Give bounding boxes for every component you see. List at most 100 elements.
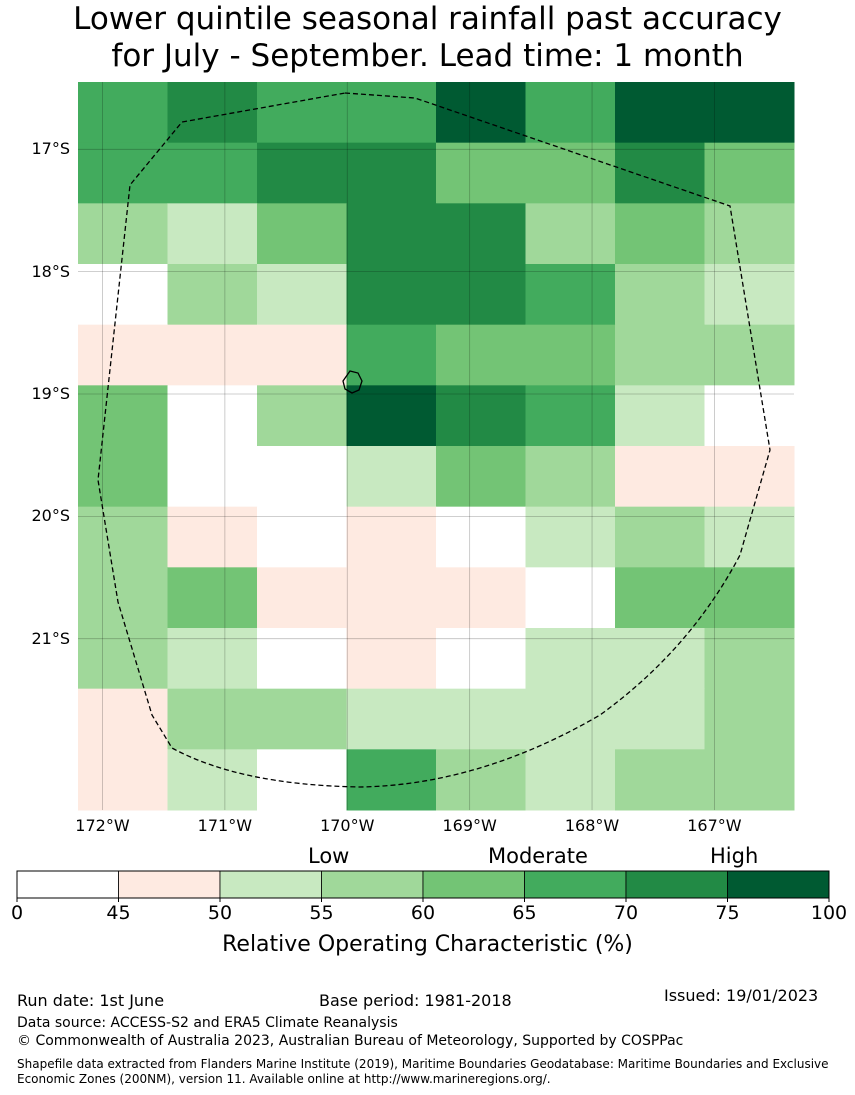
map-cell xyxy=(257,688,347,750)
map-cell xyxy=(346,749,437,811)
colorbar-tick-label: 70 xyxy=(613,902,639,924)
base-period: Base period: 1981-2018 xyxy=(319,991,512,1010)
map-cell xyxy=(257,203,347,265)
map-cell xyxy=(346,203,437,265)
map-cell xyxy=(704,567,795,629)
colorbar-swatch xyxy=(422,870,525,899)
map-cell xyxy=(436,82,526,144)
map-cell xyxy=(704,506,795,568)
map-cell xyxy=(704,142,795,204)
map-cell xyxy=(436,567,526,629)
map-cell xyxy=(436,324,526,386)
map-cell xyxy=(78,142,168,204)
map-cell xyxy=(78,264,168,326)
map-title-line1: Lower quintile seasonal rainfall past ac… xyxy=(73,1,782,37)
map-cell xyxy=(346,264,437,326)
map-cell xyxy=(167,567,258,629)
map-cell xyxy=(167,142,258,204)
map-cell xyxy=(346,506,437,568)
map-cell xyxy=(436,142,526,204)
latitude-label: 21°S xyxy=(31,628,70,648)
map-cell xyxy=(346,324,437,386)
map-cell xyxy=(346,82,437,144)
map-cell xyxy=(704,385,795,447)
colorbar-swatch xyxy=(321,870,424,899)
map-cell xyxy=(615,203,705,265)
map-cell xyxy=(704,446,795,508)
map-cell xyxy=(78,446,168,508)
map-cell xyxy=(167,506,258,568)
map-cell xyxy=(436,749,526,811)
map-cell xyxy=(615,142,705,204)
map-cell xyxy=(615,324,705,386)
map-cell xyxy=(257,264,347,326)
latitude-label: 19°S xyxy=(31,384,70,403)
colorbar-tick-label: 60 xyxy=(410,902,436,924)
longitude-label: 172°W xyxy=(75,816,130,835)
map-cell xyxy=(615,264,705,326)
map-cell xyxy=(346,142,437,204)
map-cell xyxy=(167,385,258,447)
map-cell xyxy=(257,567,347,629)
colorbar-swatch xyxy=(524,870,627,899)
map-cell xyxy=(78,749,168,811)
map-cell xyxy=(525,385,616,447)
map-cell xyxy=(346,385,437,447)
copyright: © Commonwealth of Australia 2023, Austra… xyxy=(17,1033,684,1049)
map-cell xyxy=(615,749,705,811)
colorbar-tick-label: 45 xyxy=(106,902,131,924)
map-cell xyxy=(704,203,795,265)
latitude-label: 20°S xyxy=(31,506,70,526)
map-cell xyxy=(436,385,526,447)
map-cell xyxy=(704,324,795,386)
map-cell xyxy=(436,688,526,750)
shapefile-credit: Shapefile data extracted from Flanders M… xyxy=(17,1057,829,1086)
map-cell xyxy=(704,749,795,811)
map-cell xyxy=(257,142,347,204)
map-cell xyxy=(78,628,168,690)
niue-island-outline xyxy=(342,370,363,394)
map-cell xyxy=(436,203,526,265)
eez-boundary xyxy=(97,92,771,788)
map-cell xyxy=(525,688,616,750)
map-cell xyxy=(257,749,347,811)
latitude-label: 17°S xyxy=(31,139,70,159)
map-cell xyxy=(704,82,795,144)
longitude-label: 168°W xyxy=(564,816,620,835)
map-cell xyxy=(704,264,795,326)
map-cell xyxy=(167,324,258,386)
category-high-label: High xyxy=(710,844,759,868)
map-cell xyxy=(257,385,347,447)
map-cell xyxy=(257,324,347,386)
map-cell xyxy=(346,446,437,508)
colorbar-tick-label: 75 xyxy=(715,902,740,924)
map-cell xyxy=(167,446,258,508)
run-date: Run date: 1st June xyxy=(17,991,165,1010)
category-low-label: Low xyxy=(308,844,350,868)
map-cell xyxy=(615,385,705,447)
map-cell xyxy=(346,688,437,750)
map-cell xyxy=(525,567,616,629)
map-cell xyxy=(525,142,616,204)
map-cell xyxy=(525,324,616,386)
colorbar-tick-label: 100 xyxy=(810,902,848,924)
map-cell xyxy=(525,628,616,690)
map-cell xyxy=(167,264,258,326)
map-cell xyxy=(78,567,168,629)
map-cell xyxy=(615,506,705,568)
map-cell xyxy=(167,82,258,144)
data-source: Data source: ACCESS-S2 and ERA5 Climate … xyxy=(17,1015,398,1031)
map-cell xyxy=(167,203,258,265)
map-cell xyxy=(257,628,347,690)
map-cell xyxy=(346,567,437,629)
map-cell xyxy=(78,82,168,144)
colorbar-swatch xyxy=(625,870,728,899)
colorbar-swatch xyxy=(118,870,221,899)
colorbar-tick-label: 65 xyxy=(512,902,537,924)
map-cell xyxy=(525,264,616,326)
map-cell xyxy=(615,567,705,629)
map-title-line2: for July - September. Lead time: 1 month xyxy=(111,38,744,74)
map-cell xyxy=(257,446,347,508)
map-cell xyxy=(78,324,168,386)
latitude-label: 18°S xyxy=(31,261,70,281)
